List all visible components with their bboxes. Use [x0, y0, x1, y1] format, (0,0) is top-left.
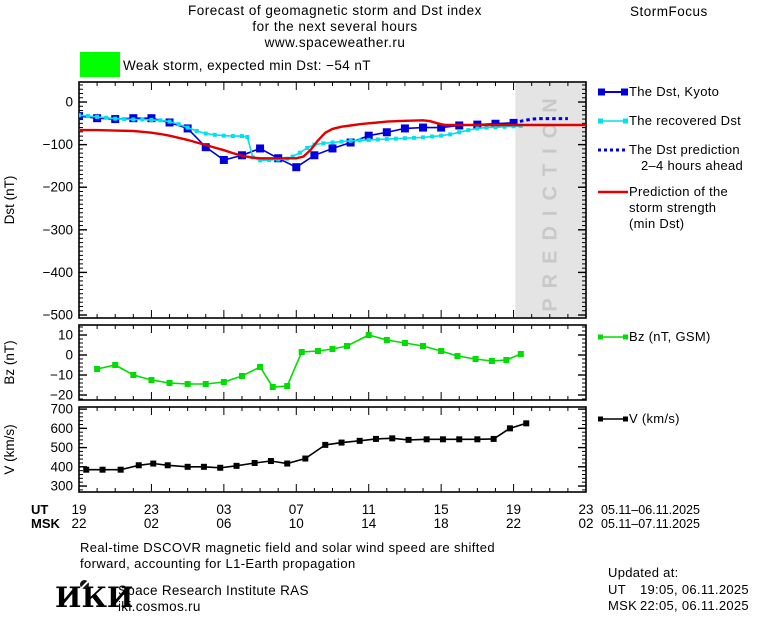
legend-label: The Dst prediction 2–4 hours ahead — [629, 142, 743, 174]
dst-series-1 — [79, 114, 521, 162]
ut-xtick-label: 19 — [71, 502, 86, 517]
legend-label-line2: 2–4 hours ahead — [641, 158, 744, 173]
legend-label: Prediction of the storm strength (min Dst) — [629, 184, 728, 232]
v-swatch — [598, 416, 628, 422]
dst-axis-label: Dst (nT) — [2, 176, 17, 225]
institute-name: Space Research Institute RAS — [118, 583, 309, 598]
v-ytick-label: 700 — [50, 402, 73, 417]
propagation-note-line1: Real-time DSCOVR magnetic field and sola… — [80, 540, 496, 555]
v-ytick-label: 600 — [50, 421, 73, 436]
legend-item-v: V (km/s) — [598, 411, 680, 427]
msk-date-range: 05.11–07.11.2025 — [601, 517, 700, 531]
legend-label: V (km/s) — [629, 411, 680, 426]
propagation-note-line2: forward, accounting for L1-Earth propaga… — [80, 556, 356, 571]
prediction-band — [515, 83, 586, 317]
msk-xtick-label: 10 — [289, 516, 304, 531]
msk-xtick-label: 22 — [506, 516, 521, 531]
updated-msk-value: 22:05, 06.11.2025 — [640, 598, 749, 613]
ut-xtick-label: 19 — [506, 502, 521, 517]
bz-ytick-label: −10 — [50, 368, 73, 383]
bz-ytick-label: 10 — [58, 328, 73, 343]
v-series-group — [83, 420, 530, 473]
recovered-dst-swatch — [598, 118, 628, 124]
dst-ytick-label: −300 — [43, 222, 73, 237]
legend-item-dst-kyoto: The Dst, Kyoto — [598, 84, 719, 100]
bz-series-0 — [96, 334, 522, 388]
bz-panel-border — [78, 324, 587, 401]
ut-xtick-label: 11 — [362, 502, 376, 517]
dst-ytick-label: 0 — [65, 95, 73, 110]
ut-row-label: UT — [31, 502, 48, 517]
ut-xtick-label: 03 — [216, 502, 231, 517]
dst-series-group — [79, 112, 586, 172]
dst-series-2 — [513, 117, 568, 125]
legend-item-dst-prediction: The Dst prediction 2–4 hours ahead — [598, 142, 743, 174]
dst-ytick-label: −200 — [43, 180, 73, 195]
updated-msk-label: MSK — [608, 598, 638, 613]
ut-xtick-label: 07 — [289, 502, 304, 517]
dst-panel-border — [78, 81, 587, 319]
msk-xtick-label: 18 — [434, 516, 449, 531]
dst-kyoto-swatch — [598, 88, 628, 96]
ut-xtick-label: 15 — [434, 502, 449, 517]
iki-logo-text: ИКИ — [55, 581, 134, 614]
ut-xtick-label: 23 — [144, 502, 159, 517]
legend-label-line1: The Dst prediction — [629, 142, 740, 157]
page-title: Forecast of geomagnetic storm and Dst in… — [20, 3, 650, 51]
ut-date-range: 05.11–06.11.2025 — [601, 503, 700, 517]
legend-item-storm-strength: Prediction of the storm strength (min Dst) — [598, 184, 728, 232]
v-ytick-label: 300 — [50, 479, 73, 494]
updated-ut-value: 19:05, 06.11.2025 — [640, 582, 749, 597]
brand-stormfocus: StormFocus — [630, 4, 708, 19]
legend-label: The recovered Dst — [629, 113, 742, 128]
legend-label: Bz (nT, GSM) — [629, 329, 711, 344]
ut-xtick-label: 23 — [578, 502, 593, 517]
legend-item-bz: Bz (nT, GSM) — [598, 329, 711, 345]
iki-satellite-icon — [80, 580, 89, 589]
storm-strength-swatch — [598, 190, 628, 194]
dst-series-3 — [79, 119, 586, 160]
storm-level-swatch — [80, 52, 120, 77]
updated-at-title: Updated at: — [608, 565, 679, 580]
bz-axis-label: Bz (nT) — [2, 340, 17, 384]
dst-ytick-label: −400 — [43, 265, 73, 280]
institute-url: iki.cosmos.ru — [118, 599, 201, 614]
legend-label: The Dst, Kyoto — [629, 84, 720, 99]
updated-at-ut: UT 19:05, 06.11.2025 — [608, 582, 749, 597]
msk-xtick-label: 14 — [361, 516, 377, 531]
v-axis-label: V (km/s) — [2, 424, 17, 474]
msk-xtick-label: 22 — [71, 516, 86, 531]
bz-swatch — [598, 334, 628, 340]
updated-at-msk: MSK 22:05, 06.11.2025 — [608, 598, 749, 613]
legend-label-line3: (min Dst) — [629, 216, 685, 231]
msk-row-label: MSK — [31, 516, 61, 531]
legend-item-recovered-dst: The recovered Dst — [598, 113, 741, 129]
prediction-band-label: PREDICTION — [539, 88, 561, 311]
msk-xtick-label: 06 — [216, 516, 231, 531]
legend-label-line1: Prediction of the — [629, 184, 729, 199]
updated-ut-label: UT — [608, 582, 626, 597]
bz-ytick-label: −20 — [50, 388, 73, 403]
iki-logo: ИКИ — [55, 580, 134, 614]
msk-xtick-label: 02 — [578, 516, 593, 531]
msk-xtick-label: 02 — [144, 516, 159, 531]
v-ytick-label: 500 — [50, 440, 73, 455]
v-panel-border — [78, 406, 587, 493]
legend-label-line2: storm strength — [629, 200, 717, 215]
storm-status-label: Weak storm, expected min Dst: −54 nT — [123, 58, 371, 73]
title-line-2: for the next several hours — [252, 19, 418, 34]
dst-series-0 — [79, 115, 514, 169]
dst-ytick-label: −100 — [43, 137, 73, 152]
bz-ytick-label: 0 — [65, 348, 73, 363]
v-ytick-label: 400 — [50, 459, 73, 474]
dst-ytick-label: −500 — [43, 308, 73, 323]
title-line-1: Forecast of geomagnetic storm and Dst in… — [188, 3, 482, 18]
bz-series-group — [94, 332, 524, 390]
dst-prediction-swatch — [598, 148, 628, 152]
site-url: www.spaceweather.ru — [264, 35, 406, 50]
